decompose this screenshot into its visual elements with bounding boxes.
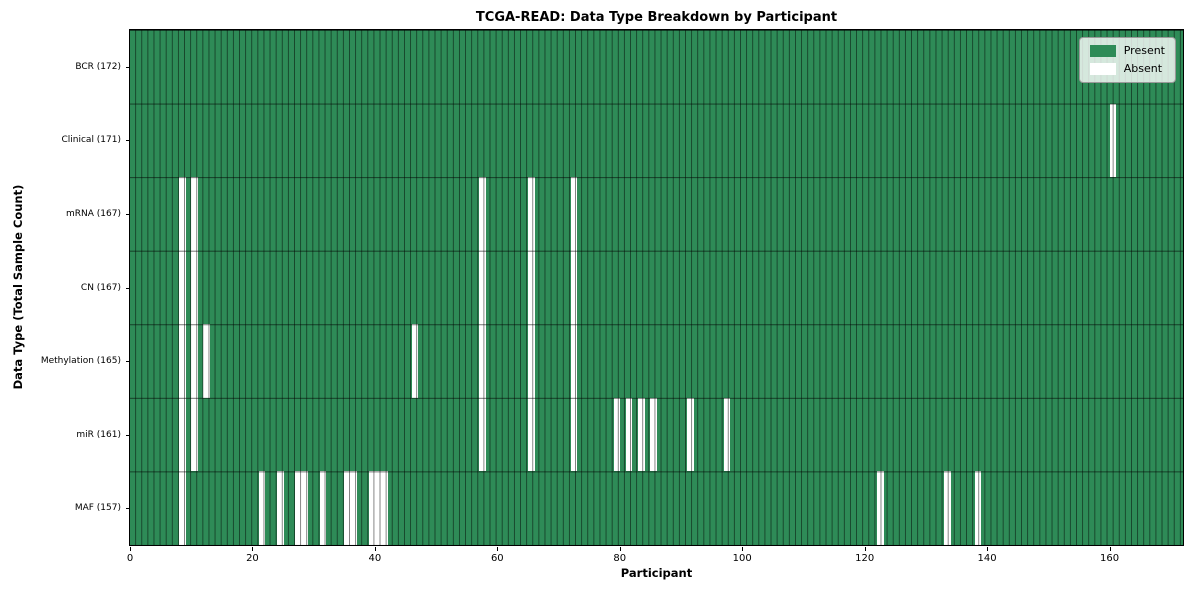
legend-entry: Present	[1089, 44, 1165, 57]
x-tick-mark	[987, 547, 989, 551]
x-tick-label: 60	[490, 553, 504, 564]
absent-cell	[478, 397, 486, 472]
x-axis: 0 20 40 60 80 100 120 140 160	[127, 546, 1183, 576]
legend-swatch-present	[1089, 45, 1116, 57]
x-tick-label: 160	[1099, 553, 1120, 564]
absent-cell	[191, 397, 198, 472]
plot-area: Present Absent	[129, 29, 1184, 546]
absent-cell	[570, 250, 578, 325]
x-tick-mark	[130, 547, 131, 551]
y-tick-mark	[126, 213, 130, 215]
absent-cell	[203, 324, 211, 398]
absent-cell	[411, 324, 419, 398]
legend-entry: Absent	[1089, 62, 1165, 75]
x-tick-mark	[374, 547, 376, 551]
y-tick-label: MAF (157)	[74, 503, 121, 514]
absent-cell	[178, 324, 186, 398]
absent-cell	[527, 250, 535, 325]
x-tick-label: 80	[613, 553, 627, 564]
x-axis-title: Participant	[620, 566, 693, 580]
legend: Present Absent	[1078, 37, 1176, 83]
absent-cell	[527, 324, 535, 398]
absent-cell	[1109, 103, 1117, 178]
x-tick-mark	[1109, 547, 1111, 551]
absent-cell	[527, 177, 535, 251]
absent-cell	[350, 471, 357, 545]
absent-cell	[478, 324, 486, 398]
x-tick-mark	[864, 547, 866, 551]
x-tick-label: 40	[368, 553, 382, 564]
absent-cell	[625, 397, 633, 472]
x-tick-mark	[619, 547, 621, 551]
legend-label: Present	[1123, 44, 1165, 57]
absent-cell	[974, 471, 982, 545]
absent-cell	[478, 177, 486, 251]
x-tick-mark	[497, 547, 499, 551]
absent-cell	[191, 177, 198, 251]
absent-cell	[638, 397, 645, 472]
absent-cell	[527, 397, 535, 472]
absent-cell	[478, 250, 486, 325]
y-tick-mark	[126, 66, 130, 68]
y-tick-mark	[126, 361, 130, 363]
absent-cell	[570, 397, 578, 472]
y-tick-mark	[126, 140, 130, 142]
y-tick-label: Methylation (165)	[40, 356, 121, 367]
y-tick-mark	[126, 508, 130, 510]
x-tick-label: 100	[732, 553, 752, 564]
chart-title: TCGA-READ: Data Type Breakdown by Partic…	[475, 10, 838, 25]
absent-cell	[191, 324, 198, 398]
x-tick-mark	[742, 547, 744, 551]
absent-cell	[178, 250, 186, 325]
absent-cell	[570, 177, 578, 251]
absent-cell	[301, 471, 309, 545]
legend-swatch-absent	[1089, 63, 1116, 75]
y-tick-label: Clinical (171)	[61, 135, 121, 146]
y-tick-label: miR (161)	[76, 429, 121, 440]
absent-cell	[319, 471, 327, 545]
absent-cell	[178, 397, 186, 472]
y-tick-label: mRNA (167)	[66, 208, 121, 219]
x-tick-label: 20	[246, 553, 259, 564]
absent-cell	[570, 324, 578, 398]
absent-cell	[178, 177, 186, 251]
legend-label: Absent	[1123, 62, 1163, 75]
absent-cell	[258, 471, 266, 545]
absent-cell	[276, 471, 284, 545]
absent-cell	[178, 471, 186, 545]
absent-cell	[613, 397, 621, 472]
y-tick-label: CN (167)	[80, 282, 121, 293]
y-tick-label: BCR (172)	[75, 61, 121, 72]
x-tick-label: 140	[977, 553, 997, 564]
absent-cell	[723, 397, 731, 472]
x-tick-label: 120	[855, 553, 875, 564]
y-tick-mark	[126, 434, 130, 436]
absent-cell	[944, 471, 951, 545]
absent-cell	[191, 250, 198, 325]
absent-cell	[381, 471, 388, 545]
x-tick-label: 0	[126, 553, 134, 564]
y-tick-mark	[126, 287, 130, 289]
absent-cell	[650, 397, 657, 472]
absent-cell	[876, 471, 884, 545]
absent-cell	[687, 397, 694, 472]
x-tick-mark	[252, 547, 254, 551]
y-axis: BCR (172) Clinical (171) mRNA (167) CN (167…	[0, 30, 130, 545]
